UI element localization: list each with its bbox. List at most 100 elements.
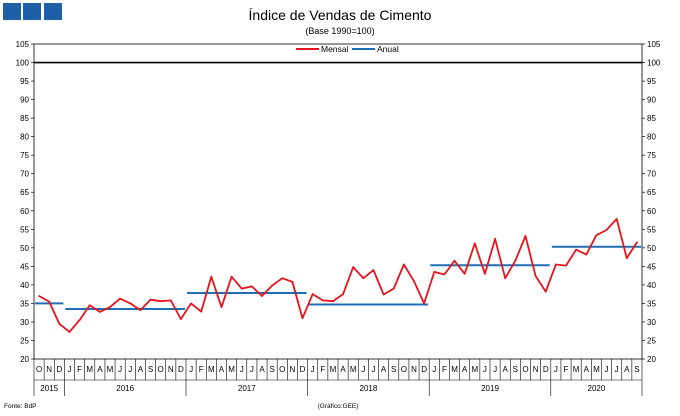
y-tick-label-left: 50 [20, 244, 29, 253]
y-tick-label-right: 20 [647, 355, 656, 364]
x-tick-label-month: M [228, 365, 235, 374]
x-tick-label-month: M [573, 365, 580, 374]
x-tick-label-month: M [86, 365, 93, 374]
x-tick-label-month: N [46, 365, 52, 374]
x-tick-label-month: A [503, 365, 509, 374]
x-tick-label-year: 2020 [588, 384, 606, 393]
mensal-point [615, 218, 618, 220]
mensal-point [352, 266, 355, 268]
y-tick-label-left: 55 [20, 225, 29, 234]
x-tick-label-month: J [189, 365, 193, 374]
y-tick-label-right: 30 [647, 318, 656, 327]
x-tick-label-month: J [240, 365, 244, 374]
x-tick-label-month: J [118, 365, 122, 374]
mensal-point [200, 310, 203, 313]
mensal-point [149, 298, 152, 301]
x-tick-label-year: 2016 [116, 384, 134, 393]
y-tick-label-left: 75 [20, 151, 29, 160]
mensal-point [271, 284, 274, 287]
x-tick-label-year: 2019 [481, 384, 499, 393]
x-tick-label-month: M [471, 365, 478, 374]
y-tick-label-right: 100 [647, 59, 661, 68]
mensal-point [413, 280, 415, 283]
mensal-point [311, 293, 314, 296]
mensal-point [250, 285, 253, 288]
x-tick-label-month: D [56, 365, 62, 374]
mensal-point [210, 275, 213, 278]
source-note: Fonte: BdP [4, 403, 37, 410]
y-tick-label-right: 60 [647, 207, 656, 216]
x-tick-label-month: M [107, 365, 114, 374]
mensal-point [220, 306, 223, 309]
mensal-point [443, 273, 446, 276]
x-tick-label-year: 2015 [40, 384, 58, 393]
mensal-point [402, 263, 405, 266]
mensal-point [534, 275, 537, 277]
x-tick-label-month: A [340, 365, 346, 374]
y-tick-label-left: 80 [20, 133, 29, 142]
mensal-point [372, 269, 375, 271]
plot-area [33, 43, 643, 360]
y-tick-label-right: 75 [647, 151, 656, 160]
mensal-point [342, 293, 344, 296]
x-tick-label-month: J [554, 365, 558, 374]
x-tick-label-month: N [411, 365, 417, 374]
mensal-point [473, 242, 476, 245]
mensal-point [129, 302, 132, 305]
mensal-point [169, 299, 172, 302]
x-tick-label-month: J [432, 365, 436, 374]
mensal-point [98, 311, 101, 313]
x-tick-label-month: D [300, 365, 306, 374]
y-tick-label-right: 50 [647, 244, 656, 253]
x-tick-label-month: N [533, 365, 539, 374]
mensal-point [433, 271, 436, 273]
mensal-point [58, 322, 61, 325]
mensal-point [281, 277, 284, 280]
mensal-point [38, 295, 40, 297]
chart-title: Índice de Vendas de Cimento [249, 7, 432, 23]
x-tick-label-month: F [77, 365, 82, 374]
x-tick-label-month: O [158, 365, 164, 374]
mensal-point [605, 229, 608, 231]
x-tick-label-year: 2018 [360, 384, 378, 393]
x-tick-label-month: J [361, 365, 365, 374]
y-tick-label-right: 105 [647, 40, 661, 49]
mensal-point [453, 259, 456, 262]
mensal-point [159, 300, 162, 303]
mensal-point [382, 293, 385, 296]
mensal-point [575, 248, 578, 251]
mensal-point [261, 295, 263, 297]
y-tick-label-right: 70 [647, 170, 656, 179]
x-tick-label-month: J [67, 365, 71, 374]
y-tick-label-left: 70 [20, 170, 29, 179]
x-tick-label-month: A [624, 365, 630, 374]
mensal-point [494, 238, 496, 240]
y-axes: 20 20 25 25 30 30 35 35 40 40 45 45 50 50 55 55 60 60 65 65… [16, 40, 661, 364]
x-tick-label-month: O [522, 365, 528, 374]
x-tick-label-month: M [350, 365, 357, 374]
mensal-point [392, 287, 395, 290]
credit-note: (Gráfico:GEE) [318, 403, 359, 410]
mensal-point [524, 235, 527, 237]
mensal-point [423, 302, 426, 305]
x-tick-label-month: D [421, 365, 427, 374]
x-tick-label-month: N [290, 365, 296, 374]
x-tick-label-year: 2017 [238, 384, 256, 393]
y-tick-label-left: 45 [20, 262, 29, 271]
y-tick-label-right: 45 [647, 262, 656, 271]
x-tick-label-month: O [36, 365, 42, 374]
x-tick-label-month: A [97, 365, 103, 374]
y-tick-label-left: 25 [20, 336, 29, 345]
mensal-point [362, 277, 365, 280]
legend-label-mensal: Mensal [321, 44, 349, 54]
mensal-point [321, 299, 324, 302]
legend-label-anual: Anual [377, 44, 399, 54]
x-tick-label-month: D [178, 365, 184, 374]
x-tick-label-month: M [208, 365, 215, 374]
x-tick-label-month: F [442, 365, 447, 374]
x-tick-label-month: J [250, 365, 254, 374]
mensal-point [504, 277, 507, 280]
mensal-point [463, 272, 466, 275]
x-tick-label-month: J [615, 365, 619, 374]
y-tick-label-left: 90 [20, 96, 29, 105]
